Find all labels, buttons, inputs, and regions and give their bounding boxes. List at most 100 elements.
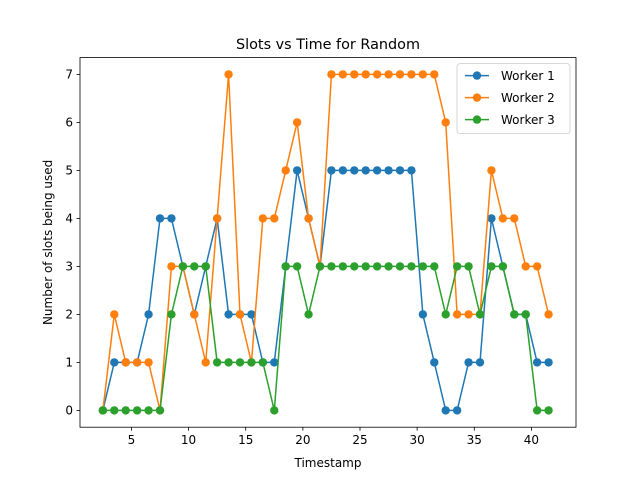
data-point — [155, 214, 165, 223]
y-tick-label: 7 — [65, 68, 73, 82]
data-point — [361, 262, 370, 271]
data-point — [532, 358, 542, 367]
series-line — [102, 265, 549, 412]
y-tick-label: 4 — [65, 212, 73, 226]
data-point — [167, 310, 176, 319]
series-worker-1 — [98, 166, 553, 415]
data-point — [361, 166, 370, 175]
data-point — [304, 214, 313, 223]
data-point — [281, 166, 290, 175]
legend: Worker 1 Worker 2 Worker 3 — [456, 63, 571, 134]
data-point — [372, 70, 382, 79]
data-point — [258, 214, 268, 223]
data-point — [338, 70, 348, 79]
legend-marker — [472, 115, 482, 124]
data-point — [475, 310, 485, 319]
data-point — [144, 406, 153, 415]
data-point — [270, 406, 279, 415]
data-point — [167, 214, 176, 223]
data-point — [247, 358, 256, 367]
data-point — [544, 406, 553, 415]
data-point — [281, 262, 290, 271]
series-line — [102, 73, 550, 412]
data-point — [395, 70, 405, 79]
plot-frame — [79, 57, 577, 428]
data-point — [487, 262, 496, 271]
x-tick-label: 15 — [238, 433, 253, 447]
data-point — [292, 118, 302, 127]
y-tick-label: 2 — [65, 308, 73, 322]
data-point — [418, 70, 428, 79]
data-point — [224, 358, 233, 367]
data-point — [292, 262, 302, 271]
data-point — [110, 358, 119, 367]
series-worker-2 — [98, 70, 553, 415]
data-point — [452, 262, 462, 271]
data-point — [235, 358, 245, 367]
data-point — [510, 214, 519, 223]
data-point — [464, 262, 473, 271]
data-point — [395, 166, 405, 175]
data-point — [521, 310, 530, 319]
legend-marker — [472, 93, 482, 102]
data-point — [98, 406, 108, 415]
data-point — [201, 262, 210, 271]
data-point — [395, 262, 405, 271]
data-point — [201, 358, 210, 367]
plot-area — [98, 70, 553, 415]
data-point — [464, 358, 473, 367]
data-point — [532, 262, 542, 271]
y-tick-label: 6 — [65, 116, 73, 130]
data-point — [327, 262, 336, 271]
data-point — [132, 406, 142, 415]
data-point — [510, 310, 519, 319]
y-tick-label: 1 — [65, 356, 73, 370]
legend-item: Worker 2 — [465, 91, 555, 105]
data-point — [475, 358, 485, 367]
data-point — [452, 310, 462, 319]
y-tick-label: 3 — [65, 260, 73, 274]
legend-box — [456, 63, 571, 134]
y-tick-label: 5 — [65, 164, 73, 178]
x-tick-label: 40 — [524, 433, 539, 447]
data-point — [498, 214, 508, 223]
data-point — [315, 262, 325, 271]
data-point — [235, 310, 245, 319]
series-worker-3 — [98, 262, 553, 415]
data-point — [121, 358, 130, 367]
data-point — [372, 262, 382, 271]
data-point — [338, 166, 348, 175]
data-point — [224, 310, 233, 319]
x-tick-label: 25 — [352, 433, 367, 447]
data-point — [304, 310, 313, 319]
legend-item: Worker 3 — [465, 113, 555, 127]
data-point — [178, 262, 188, 271]
data-point — [384, 262, 393, 271]
y-tick-label: 0 — [65, 404, 73, 418]
data-point — [338, 262, 348, 271]
data-point — [452, 406, 462, 415]
y-axis-label: Number of slots being used — [41, 160, 55, 325]
data-point — [361, 70, 370, 79]
data-point — [418, 310, 428, 319]
data-point — [407, 166, 416, 175]
x-axis-label: Timestamp — [294, 456, 362, 470]
data-point — [144, 310, 153, 319]
chart-title: Slots vs Time for Random — [236, 37, 420, 53]
x-tick-label: 10 — [181, 433, 196, 447]
data-point — [487, 166, 496, 175]
data-point — [144, 358, 153, 367]
data-point — [270, 358, 279, 367]
data-point — [430, 70, 439, 79]
data-point — [441, 118, 450, 127]
data-point — [544, 310, 553, 319]
data-point — [430, 262, 439, 271]
data-point — [498, 262, 508, 271]
data-point — [384, 70, 393, 79]
data-point — [247, 310, 256, 319]
data-point — [270, 214, 279, 223]
data-point — [372, 166, 382, 175]
data-point — [441, 310, 450, 319]
series-line — [102, 169, 549, 412]
data-point — [292, 166, 302, 175]
